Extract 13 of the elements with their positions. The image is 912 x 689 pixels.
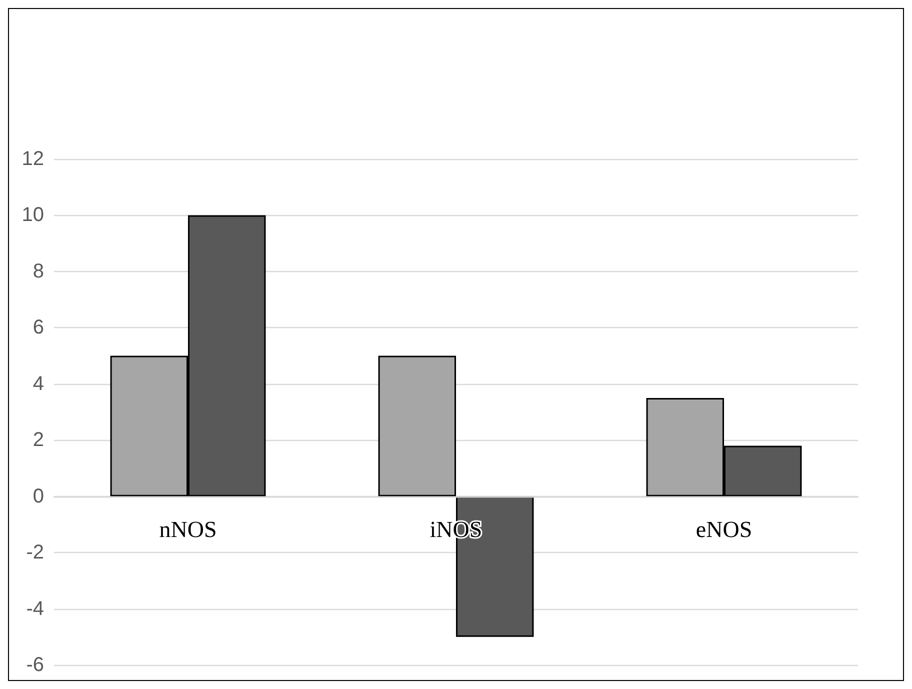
y-tick-label: 2 [32, 429, 44, 452]
y-tick-label: 4 [32, 372, 44, 395]
y-tick-label: 10 [22, 204, 44, 226]
y-tick-label: 0 [32, 485, 44, 508]
bar [378, 356, 456, 496]
y-tick-label: 12 [22, 148, 44, 170]
x-tick-label: eNOS [696, 517, 752, 542]
y-tick-label: -4 [26, 598, 44, 620]
y-tick-label: 6 [32, 316, 44, 339]
y-tick-label: 8 [32, 260, 44, 282]
y-tick-label: -6 [26, 654, 44, 676]
y-tick-label: -2 [26, 542, 44, 564]
x-tick-label: nNOS [159, 517, 217, 542]
